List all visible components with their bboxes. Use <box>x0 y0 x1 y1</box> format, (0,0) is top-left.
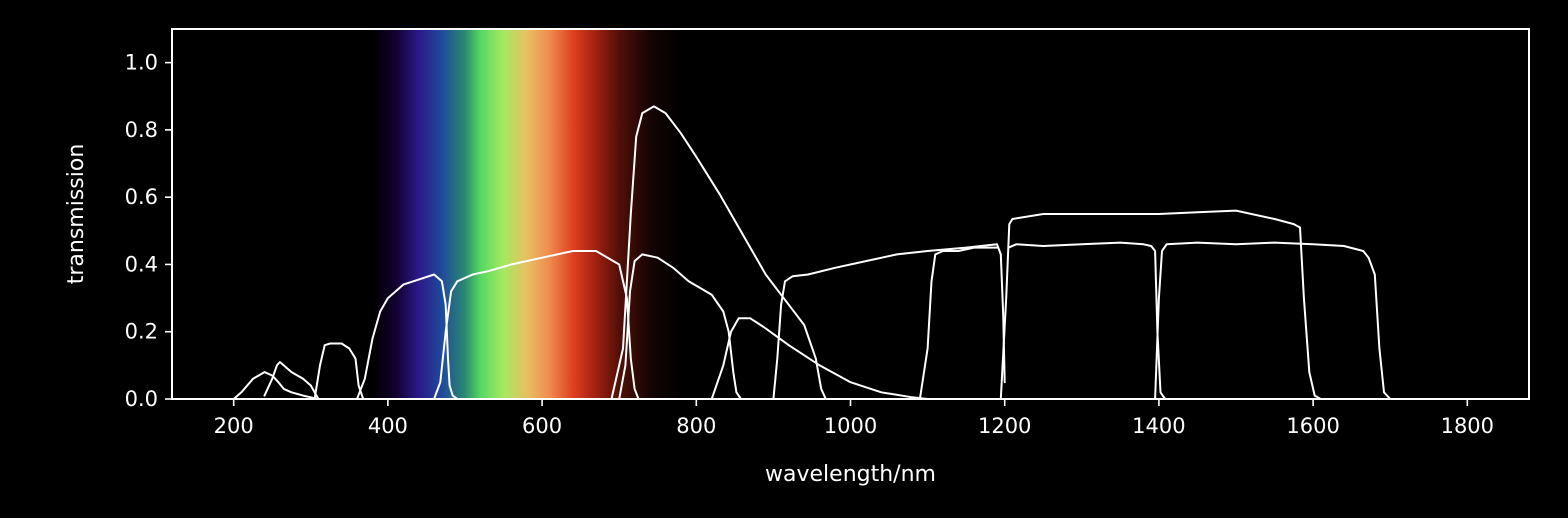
filter-curve-4 <box>356 273 459 399</box>
y-tick-label: 0.4 <box>125 252 158 276</box>
filter-curve-7 <box>610 105 827 399</box>
x-tick-label: 1600 <box>1286 414 1339 438</box>
filter-curve-5 <box>433 250 640 399</box>
plot-area <box>171 28 1530 400</box>
y-axis-label: transmission <box>64 144 89 285</box>
x-tick-label: 1000 <box>824 414 877 438</box>
y-tick-label: 0.8 <box>125 118 158 142</box>
y-tick-label: 0.0 <box>125 387 158 411</box>
filter-curve-13 <box>1154 241 1392 399</box>
series-group <box>232 105 1392 399</box>
x-tick-label: 1400 <box>1132 414 1185 438</box>
x-tick-label: 200 <box>214 414 254 438</box>
filter-curve-2 <box>263 361 320 399</box>
x-tick-label: 400 <box>368 414 408 438</box>
filter-curve-12 <box>1007 241 1167 399</box>
y-tick-label: 0.2 <box>125 320 158 344</box>
x-axis-label: wavelength/nm <box>765 462 936 487</box>
y-tick-label: 1.0 <box>125 51 158 75</box>
filter-curve-9 <box>772 243 1006 399</box>
filter-curve-11 <box>999 209 1322 399</box>
filter-curve-6 <box>618 253 742 399</box>
filter-curve-1 <box>232 371 320 399</box>
x-tick-label: 1800 <box>1441 414 1494 438</box>
x-tick-label: 600 <box>522 414 562 438</box>
x-tick-label: 800 <box>676 414 716 438</box>
x-axis: 200 400 600 800 1000 1200 1400 1600 1800 <box>214 399 1494 438</box>
x-tick-label: 1200 <box>978 414 1031 438</box>
y-tick-label: 0.6 <box>125 185 158 209</box>
filter-curve-8 <box>710 317 929 399</box>
filter-curve-3 <box>313 342 365 399</box>
y-axis: 0.0 0.2 0.4 0.6 0.8 1.0 <box>125 51 172 411</box>
visible-spectrum-band <box>372 30 681 398</box>
filter-curve-10 <box>918 246 998 399</box>
